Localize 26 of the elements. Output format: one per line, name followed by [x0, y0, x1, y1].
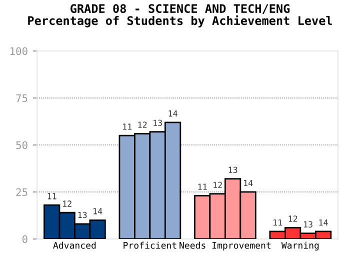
y-tick-label: 100 [10, 47, 28, 56]
y-tick-label: 25 [16, 188, 28, 196]
text: 12 [138, 122, 147, 128]
y-tick-label: 0 [22, 235, 28, 244]
text: 13 [78, 212, 87, 218]
text: 14 [244, 180, 253, 186]
x-tick-label: Proficient [124, 242, 176, 249]
text: 11 [274, 219, 282, 226]
text: 13 [228, 166, 238, 174]
x-tick-label: Needs Improvement [180, 242, 270, 251]
series-label: 13 [154, 120, 162, 126]
x-tick-label: Warning [281, 242, 319, 251]
chart-title: GRADE 08 - SCIENCE AND TECH/ENG Percentage of Students by Achievement Level [28, 4, 332, 28]
series-label: 14 [168, 110, 178, 116]
series-label: 12 [214, 182, 222, 188]
text: 12 [63, 200, 72, 207]
series-label: 11 [48, 193, 56, 200]
y-tick-label: 75 [16, 94, 28, 102]
y-tick-label: 50 [16, 141, 28, 150]
x-tick-label: Advanced [53, 242, 96, 249]
text: 14 [319, 219, 328, 226]
text: 14 [94, 208, 102, 214]
text: 13 [304, 221, 312, 228]
text: 11 [198, 184, 207, 190]
text: 11 [123, 124, 132, 130]
text: 12 [288, 216, 298, 222]
